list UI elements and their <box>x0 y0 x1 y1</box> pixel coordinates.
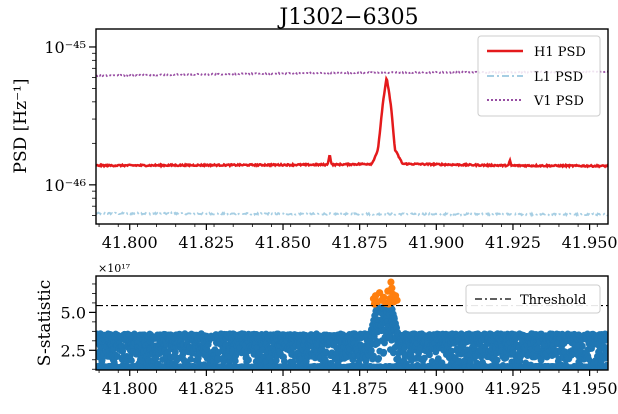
psd-x-tick-label: 41.875 <box>332 233 388 252</box>
s-statistic-point <box>603 332 608 340</box>
s-statistic-point-above-threshold <box>370 300 378 308</box>
s-statistic-point <box>272 357 280 364</box>
s-statistic-point <box>493 356 501 364</box>
s-statistic-point <box>603 363 608 370</box>
s-statistic-point <box>375 354 383 362</box>
threshold-legend-frame <box>465 284 601 314</box>
s-statistic-point <box>476 346 484 354</box>
legend-label-l1: L1 PSD <box>534 70 583 85</box>
psd-y-tick-label: 10⁻⁴⁶ <box>44 176 86 195</box>
s-statistic-x-tick-label: 41.900 <box>408 379 464 398</box>
s-statistic-point <box>426 351 433 359</box>
s-statistic-point-above-threshold <box>385 300 393 308</box>
s-statistic-y-axis-label: S-statistic <box>35 280 55 367</box>
s-statistic-point-above-threshold <box>379 293 388 301</box>
s-statistic-point <box>534 345 542 352</box>
s-statistic-point <box>421 354 428 362</box>
s-statistic-point <box>245 356 252 364</box>
s-statistic-point-above-threshold <box>393 296 401 304</box>
series-line-h1 <box>96 75 608 170</box>
s-statistic-x-axis: 41.800 41.825 41.850 41.875 41.900 41.925 41.9… <box>98 370 618 398</box>
psd-x-tick-label: 41.950 <box>562 233 618 252</box>
s-statistic-point <box>448 347 456 355</box>
s-statistic-legend: Threshold <box>465 284 601 314</box>
s-statistic-y-tick-label: 2.5 <box>61 341 86 360</box>
legend-frame <box>477 35 601 117</box>
s-statistic-point <box>367 347 375 354</box>
psd-plot-area <box>96 69 608 218</box>
psd-y-axis-label: PSD [Hz⁻¹] <box>11 79 31 174</box>
s-statistic-point <box>280 357 288 365</box>
s-statistic-point <box>187 355 195 363</box>
psd-y-axis: 10⁻⁴⁵ 10⁻⁴⁶ <box>44 38 96 216</box>
psd-x-tick-label: 41.925 <box>485 233 541 252</box>
s-statistic-point-above-threshold <box>388 284 396 292</box>
psd-x-axis: 41.800 41.825 41.850 41.875 41.900 41.925 41.9… <box>98 224 618 252</box>
s-statistic-point <box>389 349 397 357</box>
s-statistic-plot-area <box>96 278 608 370</box>
s-statistic-y-axis: 2.5 5.0 <box>61 283 96 370</box>
s-statistic-point <box>128 357 135 364</box>
series-line-l1 <box>96 210 608 218</box>
s-statistic-x-tick-label: 41.950 <box>562 379 618 398</box>
chart-title: J1302−6305 <box>277 5 418 30</box>
psd-y-tick-label: 10⁻⁴⁵ <box>44 38 86 57</box>
psd-x-tick-label: 41.900 <box>408 233 464 252</box>
s-statistic-point <box>579 342 586 350</box>
s-statistic-point <box>604 344 608 351</box>
s-statistic-y-tick-label: 5.0 <box>61 303 86 322</box>
s-statistic-point <box>231 357 239 365</box>
s-statistic-point <box>215 349 222 356</box>
s-statistic-x-tick-label: 41.850 <box>255 379 311 398</box>
psd-x-tick-label: 41.825 <box>178 233 234 252</box>
s-statistic-point <box>407 351 415 359</box>
s-statistic-axes-frame <box>95 275 609 371</box>
s-statistic-point <box>214 354 222 362</box>
s-statistic-x-tick-label: 41.800 <box>102 379 158 398</box>
s-statistic-point <box>171 348 179 356</box>
s-statistic-point <box>561 348 569 356</box>
legend-label-threshold: Threshold <box>520 293 586 308</box>
s-statistic-point-above-threshold <box>387 278 395 286</box>
psd-x-tick-label: 41.850 <box>255 233 311 252</box>
psd-axes-frame <box>95 28 609 225</box>
s-statistic-point <box>152 355 160 362</box>
s-statistic-x-tick-label: 41.925 <box>485 379 541 398</box>
s-statistic-x-tick-label: 41.825 <box>178 379 234 398</box>
legend-label-v1: V1 PSD <box>533 94 584 109</box>
s-statistic-point <box>119 347 127 355</box>
series-line-v1 <box>96 69 608 78</box>
s-statistic-point <box>380 348 388 356</box>
psd-legend: H1 PSD L1 PSD V1 PSD <box>477 35 601 117</box>
s-statistic-scale-label: ×10¹⁷ <box>98 262 131 275</box>
psd-x-tick-label: 41.800 <box>102 233 158 252</box>
legend-label-h1: H1 PSD <box>534 45 586 60</box>
s-statistic-x-tick-label: 41.875 <box>332 379 388 398</box>
